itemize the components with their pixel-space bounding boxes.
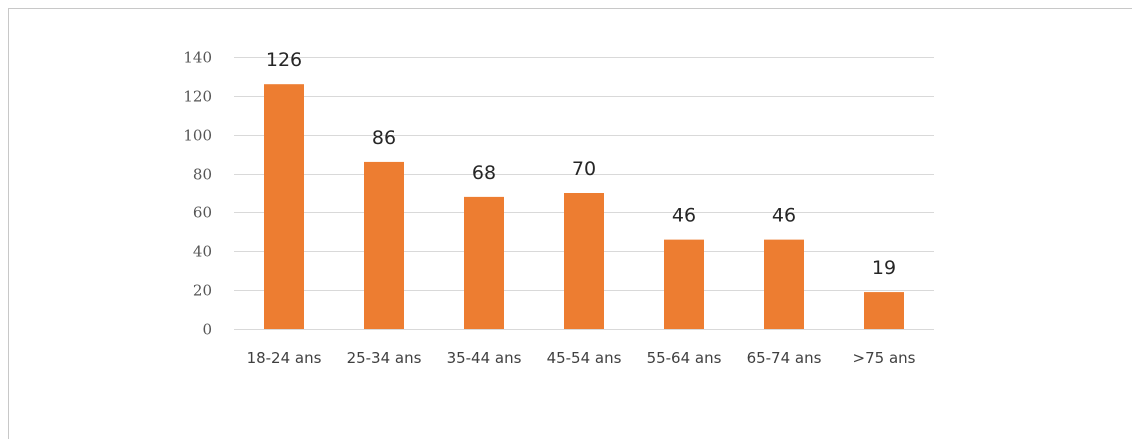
y-tick-label: 120 [183, 88, 212, 106]
data-label: 19 [872, 257, 896, 279]
y-tick-label: 60 [193, 204, 212, 222]
y-tick-label: 80 [193, 166, 212, 184]
chart-frame [8, 8, 1132, 439]
x-category-label: 25-34 ans [347, 349, 422, 367]
data-label: 46 [672, 205, 696, 227]
x-category-label: 65-74 ans [747, 349, 822, 367]
x-category-label: >75 ans [853, 349, 916, 367]
x-category-label: 18-24 ans [247, 349, 322, 367]
x-category-label: 55-64 ans [647, 349, 722, 367]
bar->75 ans [864, 292, 904, 329]
data-label: 68 [472, 162, 496, 184]
x-category-label: 45-54 ans [547, 349, 622, 367]
bar-45-54 ans [564, 193, 604, 329]
data-label: 86 [372, 127, 396, 149]
bar-35-44 ans [464, 196, 504, 329]
y-tick-label: 100 [183, 127, 212, 145]
data-label: 46 [772, 205, 796, 227]
bar-25-34 ans [364, 161, 404, 329]
bar-18-24 ans [264, 84, 304, 329]
bars [264, 84, 904, 329]
y-tick-label: 40 [193, 243, 212, 261]
data-label: 70 [572, 158, 596, 180]
bar-55-64 ans [664, 239, 704, 329]
x-axis-categories: 18-24 ans 25-34 ans 35-44 ans 45-54 ans 55-6… [247, 349, 916, 367]
y-axis-ticks: 0 20 40 60 80 100 120 140 [183, 49, 212, 339]
y-tick-label: 20 [193, 282, 212, 300]
bar-65-74 ans [764, 239, 804, 329]
y-tick-label: 140 [183, 49, 212, 67]
y-tick-label: 0 [202, 321, 212, 339]
x-category-label: 35-44 ans [447, 349, 522, 367]
data-labels: 126 86 68 70 46 46 19 [266, 49, 896, 279]
data-label: 126 [266, 49, 302, 71]
